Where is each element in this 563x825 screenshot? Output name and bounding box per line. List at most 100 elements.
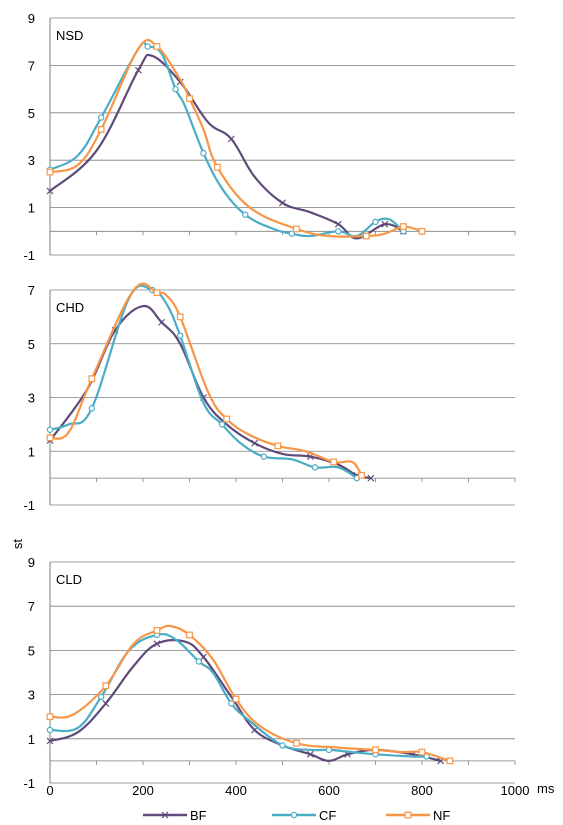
data-point [334,220,342,228]
panel-cld: 9 7 5 3 1 -1 CLD 0 200 400 600 800 1000 ms st [10,539,555,798]
y-tick-label: 3 [28,391,35,406]
y-tick-label: -1 [23,498,35,513]
data-point [88,405,96,412]
data-point [158,318,166,326]
data-point [186,95,193,102]
series-nf [46,282,365,479]
data-point [46,713,54,721]
y-tick-label: -1 [23,248,35,263]
legend-label: BF [190,808,207,823]
data-point [144,43,151,50]
data-point [172,85,179,93]
data-point [293,739,300,747]
data-point [330,458,338,466]
y-tick-label: 3 [28,153,35,168]
y-tick-label: 5 [28,643,35,658]
data-point [306,750,314,758]
data-point [153,627,161,634]
data-point [242,211,249,218]
data-point [381,220,389,228]
data-point [372,218,379,226]
data-point [46,726,54,734]
series-bf [46,638,445,765]
y-tick-label: 9 [28,11,35,26]
data-point [232,695,240,703]
legend-label: CF [319,808,336,823]
legend-item-nf: NF [386,808,450,823]
y-axis-label: st [10,539,25,550]
data-point [46,187,54,195]
panel-nsd: 9 7 5 3 1 -1 NSD [23,11,516,263]
data-point [367,474,375,482]
data-point [274,442,282,450]
panel-title: CHD [56,300,84,315]
series-line [48,53,405,240]
data-point [260,453,268,460]
data-point [251,439,259,447]
series-line [48,282,363,477]
y-tick-label: 1 [28,201,35,216]
y-tick-label: 3 [28,688,35,703]
data-point [293,225,300,233]
series-bf [46,304,375,482]
data-point [176,313,184,321]
data-point [153,43,161,50]
series-line [48,38,424,238]
x-axis-label: ms [537,781,555,796]
data-point [214,163,221,171]
data-point [279,199,286,207]
data-point [134,66,142,74]
data-point [400,223,407,230]
y-tick-label: 1 [28,732,35,747]
x-tick-label: 0 [46,783,53,798]
y-tick-label: 9 [28,555,35,570]
data-point [372,746,379,754]
series-nf [46,38,426,240]
data-point [186,631,193,639]
data-point [195,658,202,665]
data-point [46,168,54,176]
series-nf [46,624,454,765]
y-tick-label: 1 [28,444,35,459]
data-point [102,700,110,707]
data-point [97,693,105,701]
data-point [153,289,161,297]
series-line [48,632,428,758]
legend-label: NF [433,808,450,823]
data-point [227,135,235,143]
data-point [418,748,426,756]
x-tick-label: 400 [225,783,247,798]
data-point [362,232,370,240]
data-point [218,421,226,428]
data-point [288,230,295,237]
data-point [46,426,54,433]
data-point [97,125,105,133]
y-tick-label: -1 [23,776,35,791]
panel-title: NSD [56,28,83,43]
legend-item-bf: BF [143,808,207,823]
data-point [102,682,110,690]
data-point [176,332,184,339]
y-tick-label: 5 [28,106,35,121]
y-tick-label: 5 [28,337,35,352]
x-tick-label: 200 [132,783,154,798]
data-point [200,149,207,157]
data-point [46,434,54,442]
y-tick-label: 7 [28,283,35,298]
data-point [88,375,96,383]
data-point [279,742,286,749]
data-point [358,472,365,479]
series-line [48,284,358,480]
series-bf [46,53,407,240]
x-tick-label: 1000 [501,783,530,798]
x-tick-label: 600 [318,783,340,798]
data-point [223,415,231,423]
data-point [97,114,105,121]
data-point [311,464,319,471]
y-tick-label: 7 [28,58,35,73]
legend-item-cf: CF [272,808,336,823]
data-point [335,228,342,235]
data-point [418,227,426,235]
data-point [200,653,207,661]
